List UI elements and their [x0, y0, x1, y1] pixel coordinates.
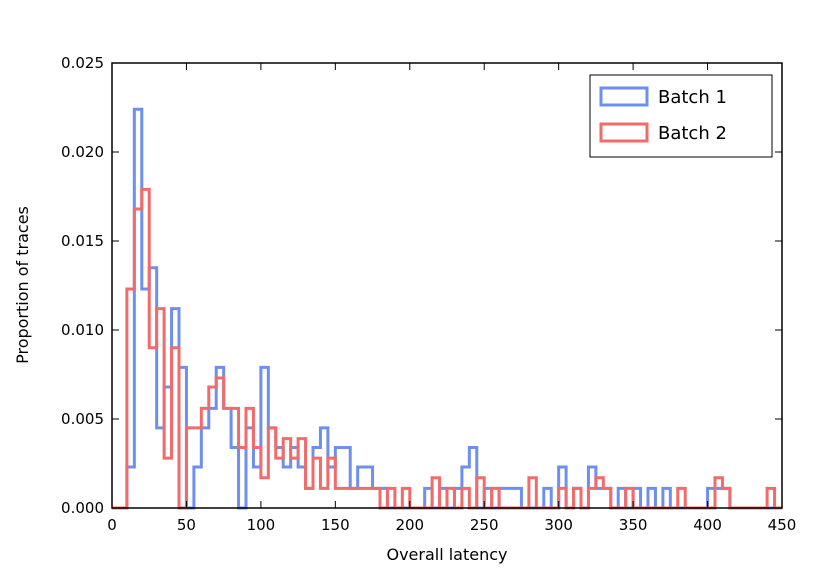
x-tick-label: 0 [107, 516, 117, 534]
x-tick-label: 150 [321, 516, 350, 534]
y-tick-label: 0.025 [61, 54, 104, 72]
y-tick-label: 0.000 [61, 499, 104, 517]
y-tick-label: 0.020 [61, 143, 104, 161]
x-tick-label: 200 [395, 516, 424, 534]
legend-swatch-batch-2 [599, 122, 649, 143]
y-tick-label: 0.005 [61, 410, 104, 428]
ticks-layer: 0 50 100 150 200 250 300 350 400 450 0.000 0.005 0.0… [61, 54, 796, 534]
legend-swatch-batch-1 [599, 86, 649, 107]
x-tick-label: 250 [470, 516, 499, 534]
legend-label-batch-1: Batch 1 [658, 87, 727, 108]
x-axis-label: Overall latency [386, 545, 507, 564]
x-tick-label: 450 [768, 516, 797, 534]
x-tick-label: 350 [619, 516, 648, 534]
y-tick-label: 0.010 [61, 321, 104, 339]
x-tick-label: 300 [544, 516, 573, 534]
plot-frame [111, 62, 783, 509]
x-tick-label: 100 [247, 516, 276, 534]
legend: Batch 1 Batch 2 [589, 74, 773, 158]
x-tick-label: 50 [177, 516, 196, 534]
y-tick-label: 0.015 [61, 232, 104, 250]
x-tick-label: 400 [693, 516, 722, 534]
y-axis-label: Proportion of traces [13, 206, 32, 364]
legend-label-batch-2: Batch 2 [658, 123, 727, 144]
